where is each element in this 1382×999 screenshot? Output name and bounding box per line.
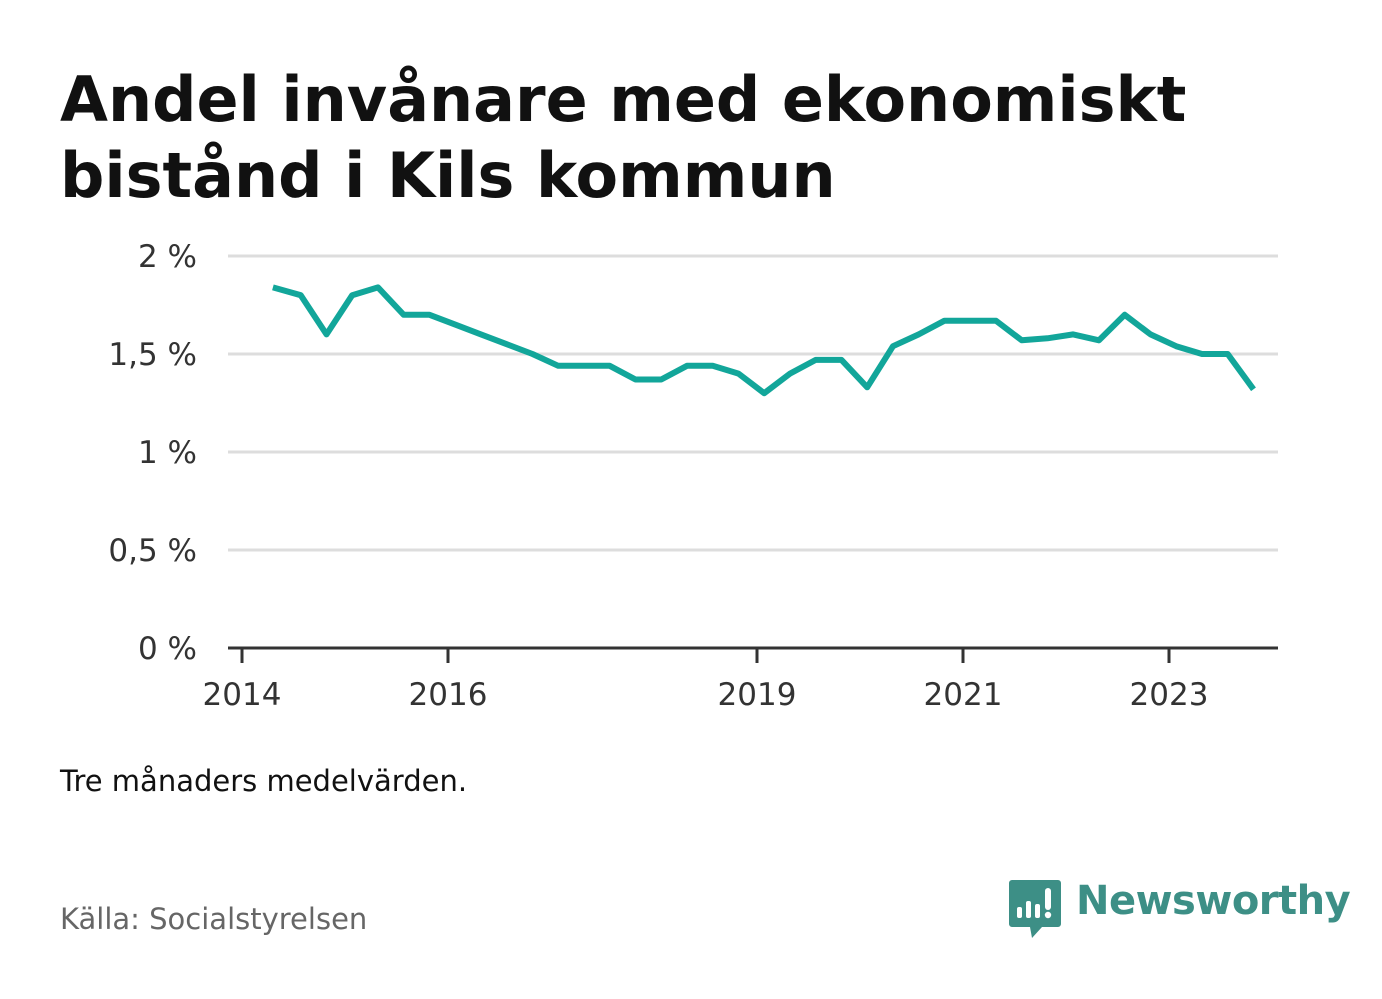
x-tick-label: 2019	[718, 677, 797, 713]
newsworthy-logo-icon	[1009, 880, 1061, 938]
x-tick-label: 2021	[924, 677, 1003, 713]
y-tick-label: 0,5 %	[108, 533, 197, 569]
x-axis-ticks: 2014 2016 2019 2021 2023	[203, 648, 1209, 713]
series-lines	[272, 284, 1256, 397]
chart-note: Tre månaders medelvärden.	[60, 764, 468, 798]
brand-logo: Newsworthy	[1008, 878, 1351, 942]
x-tick-label: 2014	[203, 677, 282, 713]
y-axis-tick-labels: 0 % 0,5 % 1 % 1,5 % 2 %	[108, 239, 197, 667]
source-credit: Källa: Socialstyrelsen	[60, 902, 368, 936]
series-line	[272, 284, 1256, 397]
y-tick-label: 1 %	[138, 435, 197, 471]
brand-name: Newsworthy	[1076, 878, 1351, 924]
y-tick-label: 1,5 %	[108, 337, 197, 373]
x-tick-label: 2016	[409, 677, 488, 713]
y-tick-label: 0 %	[138, 631, 197, 667]
gridlines	[228, 254, 1278, 552]
y-tick-label: 2 %	[138, 239, 197, 275]
x-tick-label: 2023	[1130, 677, 1209, 713]
chart-title: Andel invånare med ekonomiskt bistånd i …	[60, 63, 1187, 212]
